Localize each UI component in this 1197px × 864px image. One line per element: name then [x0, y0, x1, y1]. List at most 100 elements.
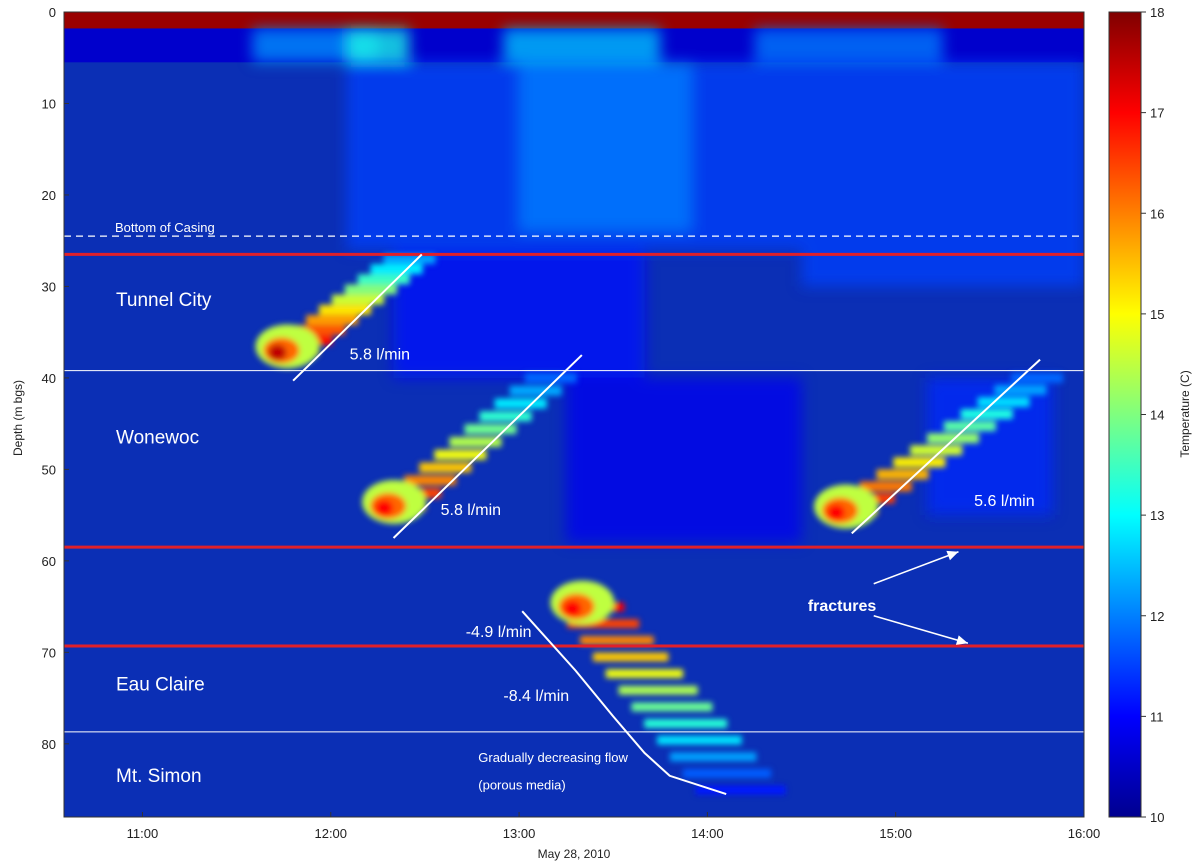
x-tick-label: 14:00 — [691, 826, 724, 841]
colorbar-tick-label: 13 — [1150, 508, 1164, 523]
tracer-plume-cell — [644, 719, 728, 729]
heat-soft-group — [252, 28, 1084, 543]
tracer-plume-cell — [494, 398, 547, 409]
tracer-plume-cell — [893, 457, 946, 468]
x-tick-label: 16:00 — [1068, 826, 1101, 841]
y-tick-label: 70 — [42, 645, 56, 660]
fracture-arrow-head — [946, 550, 959, 561]
heat-wash — [801, 62, 1084, 287]
tracer-plume-cell — [859, 481, 912, 492]
y-tick-label: 10 — [42, 96, 56, 111]
flow-rate-line — [292, 253, 423, 382]
x-tick-label: 12:00 — [314, 826, 347, 841]
fracture-arrow-head — [955, 635, 968, 645]
tracer-plume-cell — [580, 635, 654, 645]
tracer-plume-cell — [404, 475, 457, 486]
tracer-plume-cell — [383, 253, 436, 264]
flow-rate-line — [392, 354, 583, 539]
tracer-plume-cell — [509, 385, 562, 396]
pulse-core — [268, 344, 287, 361]
tracer-plume-cell — [618, 685, 698, 695]
tracer-plume-cell — [977, 397, 1030, 408]
tracer-plume-cell — [682, 768, 772, 778]
tracer-plume-cell — [1011, 372, 1064, 383]
curve-rate-label: -4.9 l/min — [466, 624, 532, 641]
tracer-plume-cell — [592, 652, 669, 662]
colorbar-label: Temperature (C) — [1178, 370, 1192, 457]
tracer-plume-cell — [605, 669, 684, 679]
tracer-plume-cell — [306, 314, 359, 325]
boundary-layer — [64, 235, 1084, 733]
heat-wash — [519, 62, 692, 232]
tracer-plume-cell — [631, 702, 713, 712]
pulse-core — [375, 499, 394, 516]
x-tick-label: 15:00 — [879, 826, 912, 841]
curve-rate-label: -8.4 l/min — [503, 688, 569, 705]
fractures-label: fractures — [808, 598, 877, 615]
plot-frame — [63, 11, 1085, 818]
tracer-plume-cell — [524, 372, 577, 383]
tracer-plume-cell — [370, 264, 423, 275]
pulse-core — [827, 504, 846, 521]
heat-sharp-group — [255, 253, 1064, 795]
y-axis: 0 10 20 30 40 50 60 70 80 — [42, 5, 69, 752]
flow-rate-label: 5.8 l/min — [350, 347, 410, 364]
overlay-layer: Bottom of Casing Tunnel City Wonewoc Eau Cl… — [115, 220, 1041, 796]
heat-wash — [503, 28, 661, 63]
fracture-arrow-shaft — [873, 614, 969, 644]
x-axis: 11:00 12:00 13:00 14:00 15:00 16:00 — [127, 812, 1101, 841]
colorbar-tick-label: 16 — [1150, 206, 1164, 221]
y-axis-label: Depth (m bgs) — [11, 380, 25, 456]
flow-rate-label: 5.8 l/min — [441, 502, 501, 519]
annotation-text: (porous media) — [478, 778, 565, 793]
colorbar-tick-label: 12 — [1150, 609, 1164, 624]
tracer-plume-cell — [319, 304, 372, 315]
tracer-plume-cell — [695, 785, 786, 795]
tracer-plume-cell — [943, 421, 996, 432]
colorbar-tick-label: 10 — [1150, 810, 1164, 825]
heat-wash — [566, 377, 802, 543]
tracer-plume-cell — [293, 325, 346, 336]
colorbar-gradient — [1108, 11, 1142, 818]
tracer-plume-cell — [357, 274, 410, 285]
fracture-arrow-shaft — [873, 550, 959, 585]
heat-wash — [346, 28, 410, 63]
y-tick-label: 60 — [42, 554, 56, 569]
formation-label: Tunnel City — [116, 290, 212, 311]
tracer-plume-cell — [657, 735, 742, 745]
formation-label: Wonewoc — [116, 427, 199, 448]
colorbar-ticks: 10 11 12 13 14 15 16 17 18 — [1141, 5, 1164, 825]
surface-warm-band — [64, 12, 1084, 29]
colorbar-tick-label: 11 — [1150, 709, 1164, 724]
tracer-plume-cell — [331, 294, 384, 305]
x-tick-label: 13:00 — [503, 826, 536, 841]
tracer-plume-cell — [960, 409, 1013, 420]
colorbar-tick-label: 17 — [1150, 106, 1164, 121]
formation-label: Mt. Simon — [116, 766, 202, 787]
colorbar-tick-label: 14 — [1150, 408, 1164, 423]
tracer-plume-cell — [464, 424, 517, 435]
decreasing-flow-curve — [521, 610, 727, 796]
tracer-plume-cell — [449, 436, 502, 447]
tracer-plume-cell — [567, 619, 640, 629]
tracer-plume-cell — [479, 411, 532, 422]
y-tick-label: 30 — [42, 279, 56, 294]
flow-rate-label: 5.6 l/min — [974, 493, 1034, 510]
casing-label: Bottom of Casing — [115, 220, 215, 235]
y-tick-label: 80 — [42, 737, 56, 752]
y-tick-label: 0 — [49, 5, 56, 20]
y-tick-label: 20 — [42, 188, 56, 203]
annotation-text: Gradually decreasing flow — [478, 750, 628, 765]
tracer-plume-cell — [434, 449, 487, 460]
colorbar-tick-label: 15 — [1150, 307, 1164, 322]
heat-layer — [64, 12, 1084, 795]
flow-rate-line — [851, 358, 1041, 535]
tracer-plume-cell — [876, 469, 929, 480]
y-tick-label: 50 — [42, 462, 56, 477]
tracer-plume-cell — [344, 284, 397, 295]
colorbar-tick-label: 18 — [1150, 5, 1164, 20]
y-tick-label: 40 — [42, 371, 56, 386]
x-axis-label: May 28, 2010 — [538, 847, 611, 861]
plot-area: Bottom of Casing Tunnel City Wonewoc Eau Cl… — [63, 11, 1085, 818]
